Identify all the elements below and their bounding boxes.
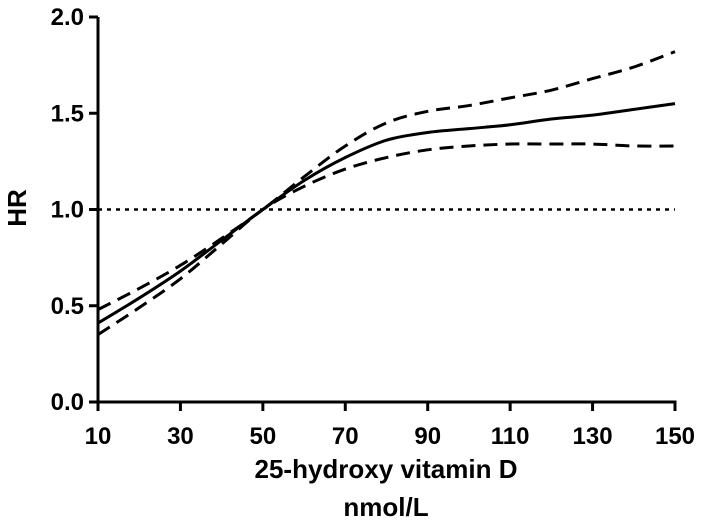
y-axis-title: HR (2, 189, 32, 227)
x-axis-unit: nmol/L (343, 492, 428, 522)
x-tick-label: 50 (250, 423, 277, 450)
plot-area (97, 50, 676, 336)
upper-ci-line (97, 50, 676, 311)
estimate-line (97, 102, 676, 325)
x-tick-label: 130 (573, 423, 613, 450)
y-tick-label: 1.5 (51, 100, 84, 127)
x-tick-label: 110 (491, 423, 530, 450)
x-axis-title: 25-hydroxy vitamin D (255, 454, 518, 484)
x-tick-label: 70 (332, 423, 359, 450)
y-tick-label: 1.0 (51, 197, 84, 224)
tick-labels: 0.0 0.5 1.0 1.5 2.0 10 30 50 70 90 110 130 150 (51, 4, 695, 450)
x-tick-label: 10 (85, 423, 112, 450)
y-tick-label: 0.0 (51, 389, 84, 416)
lower-ci-line (97, 142, 676, 336)
y-tick-label: 0.5 (51, 293, 84, 320)
x-tick-label: 150 (655, 423, 695, 450)
y-tick-label: 2.0 (51, 4, 84, 31)
x-tick-label: 30 (167, 423, 194, 450)
axes (89, 15, 677, 411)
x-tick-label: 90 (414, 423, 441, 450)
